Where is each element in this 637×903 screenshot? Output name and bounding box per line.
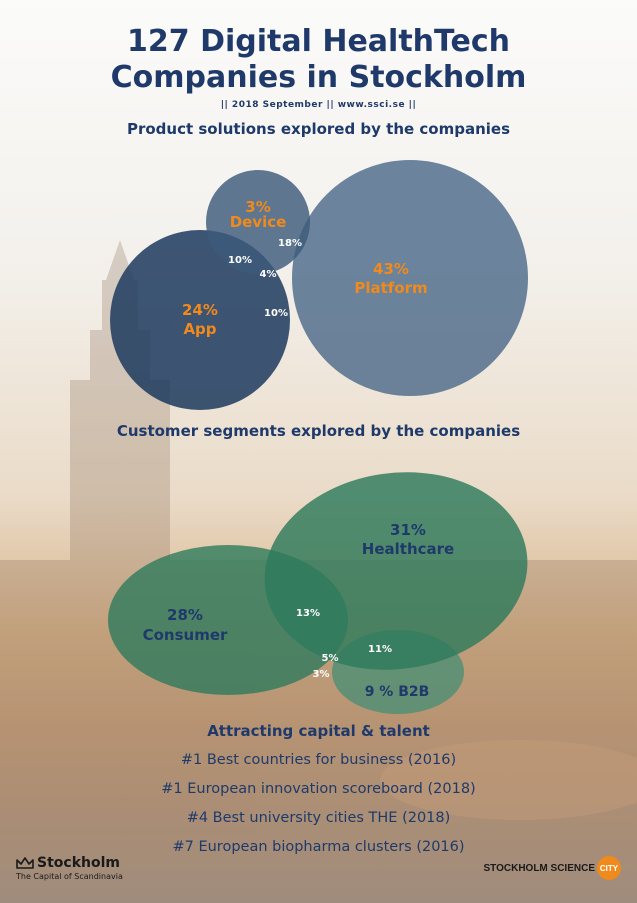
fact-item: #4 Best university cities THE (2018): [186, 810, 451, 826]
page-subtitle: || 2018 September || www.ssci.se ||: [220, 100, 417, 110]
overlap-device-platform: 18%: [278, 238, 302, 249]
fact-item: #7 European biopharma clusters (2016): [172, 839, 465, 855]
platform-label: Platform: [354, 279, 427, 297]
fact-item: #1 European innovation scoreboard (2018): [161, 781, 476, 797]
product-section-title: Product solutions explored by the compan…: [126, 120, 511, 138]
customer-section-title: Customer segments explored by the compan…: [116, 422, 521, 440]
app-circle: [110, 230, 290, 410]
app-label: App: [183, 320, 216, 338]
device-circle: [206, 170, 310, 274]
facts-section: Attracting capital & talent #1 Best coun…: [0, 722, 637, 862]
crown-icon: [16, 857, 34, 869]
overlap-device-app: 10%: [228, 255, 252, 266]
consumer-ellipse: [108, 545, 348, 695]
overlap-consumer-healthcare: 13%: [296, 608, 320, 619]
page-title-line-2: Companies in Stockholm: [110, 60, 527, 95]
platform-pct: 43%: [373, 260, 409, 278]
platform-circle: [292, 160, 528, 396]
fact-item: #1 Best countries for business (2016): [180, 752, 457, 768]
consumer-pct: 28%: [167, 606, 203, 624]
ssc-logo-circle: CITY: [597, 856, 621, 880]
consumer-label: Consumer: [143, 626, 228, 644]
customer-venn-diagram: 31% Healthcare 28% Consumer 9 % B2B 13% …: [108, 472, 528, 714]
healthcare-label: Healthcare: [362, 540, 454, 558]
ssc-logo-text: STOCKHOLM SCIENCE: [483, 862, 596, 874]
facts-title: Attracting capital & talent: [207, 722, 430, 740]
overlap-healthcare-b2b: 11%: [368, 644, 392, 655]
b2b-label: 9 % B2B: [365, 684, 430, 700]
overlap-app-platform: 10%: [264, 308, 288, 319]
header: 127 Digital HealthTech Companies in Stoc…: [0, 24, 637, 110]
stockholm-science-city-logo: STOCKHOLM SCIENCE CITY: [483, 856, 621, 880]
stockholm-logo: Stockholm The Capital of Scandinavia: [16, 855, 123, 881]
app-pct: 24%: [182, 301, 218, 319]
healthcare-pct: 31%: [390, 521, 426, 539]
overlap-consumer-b2b: 3%: [313, 669, 330, 680]
overlap-all-three: 4%: [260, 269, 277, 280]
device-pct: 3%: [245, 198, 270, 216]
product-venn-diagram: 3% Device 24% App 43% Platform 18% 10% 4…: [110, 160, 528, 410]
page-title-line-1: 127 Digital HealthTech: [127, 24, 510, 59]
stockholm-logo-name: Stockholm: [37, 855, 120, 871]
device-label: Device: [230, 213, 287, 231]
overlap-all-three: 5%: [322, 653, 339, 664]
stockholm-logo-tagline: The Capital of Scandinavia: [16, 872, 123, 881]
